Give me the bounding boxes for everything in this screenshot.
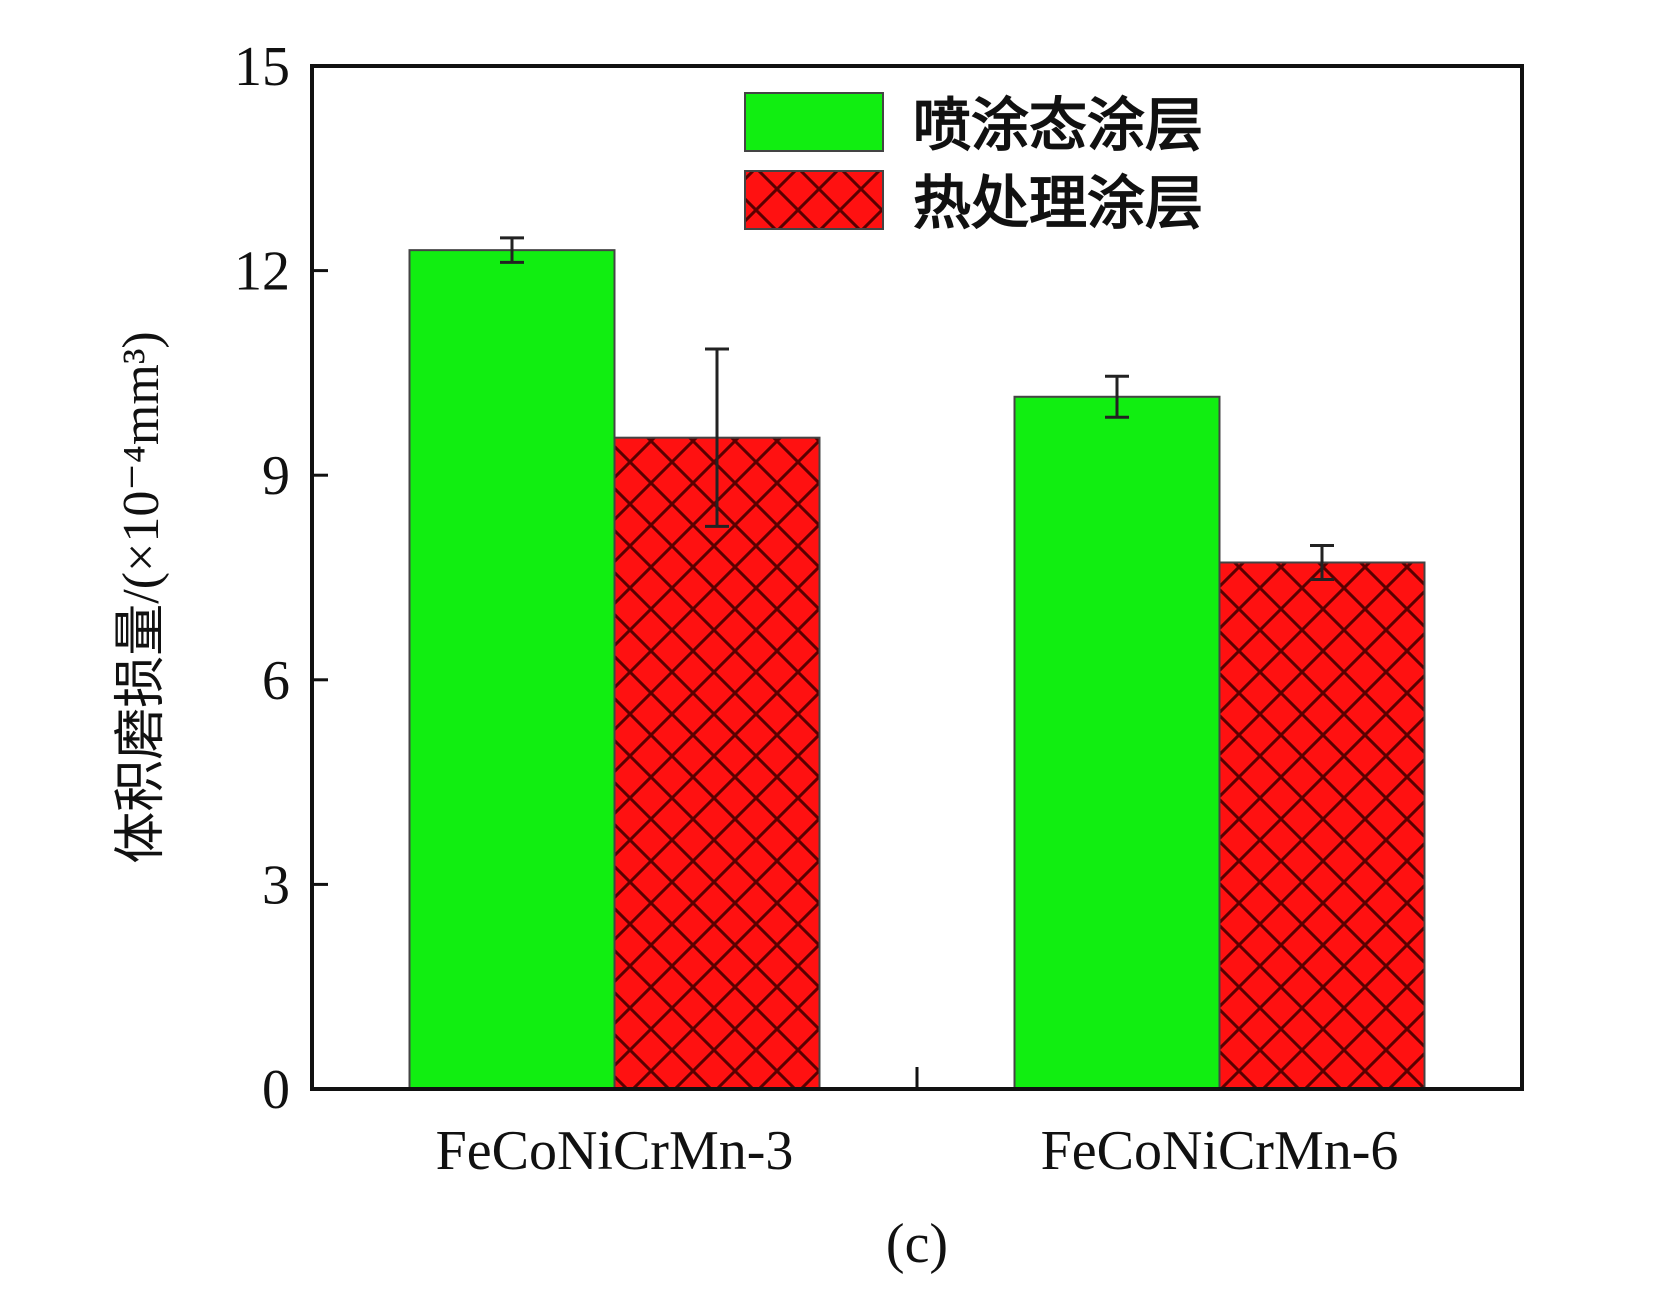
panel-label: (c) [886, 1213, 948, 1275]
legend-swatch [744, 170, 884, 230]
y-tick-label: 3 [262, 854, 290, 916]
y-axis-label: 体积磨损量/(×10⁻⁴mm³) [113, 331, 170, 863]
y-tick-label: 0 [262, 1059, 290, 1121]
plot-frame [310, 64, 1524, 1091]
bars-layer [408, 249, 1426, 1090]
y-tick-label: 6 [262, 650, 290, 712]
legend-swatch [744, 92, 884, 152]
legend-label: 喷涂态涂层 [913, 91, 1203, 159]
error-bar [1310, 543, 1334, 582]
y-tick-label: 15 [234, 36, 290, 98]
error-bar [1105, 374, 1129, 419]
x-category-label: FeCoNiCrMn-3 [436, 1120, 794, 1182]
legend-label: 热处理涂层 [913, 169, 1203, 237]
error-bar [500, 236, 524, 264]
y-tick-label: 12 [234, 241, 290, 303]
bar-heat-treated-2 [1218, 561, 1426, 1090]
x-category-label: FeCoNiCrMn-6 [1041, 1120, 1399, 1182]
bar-as-sprayed-1 [408, 249, 616, 1090]
error-bar [705, 347, 729, 528]
error-bars-layer [500, 236, 1334, 582]
y-tick-label: 9 [262, 445, 290, 507]
bar-heat-treated-1 [613, 436, 821, 1090]
x-axis-labels: FeCoNiCrMn-3 FeCoNiCrMn-6 [436, 1120, 1399, 1182]
bar-as-sprayed-2 [1013, 395, 1221, 1090]
